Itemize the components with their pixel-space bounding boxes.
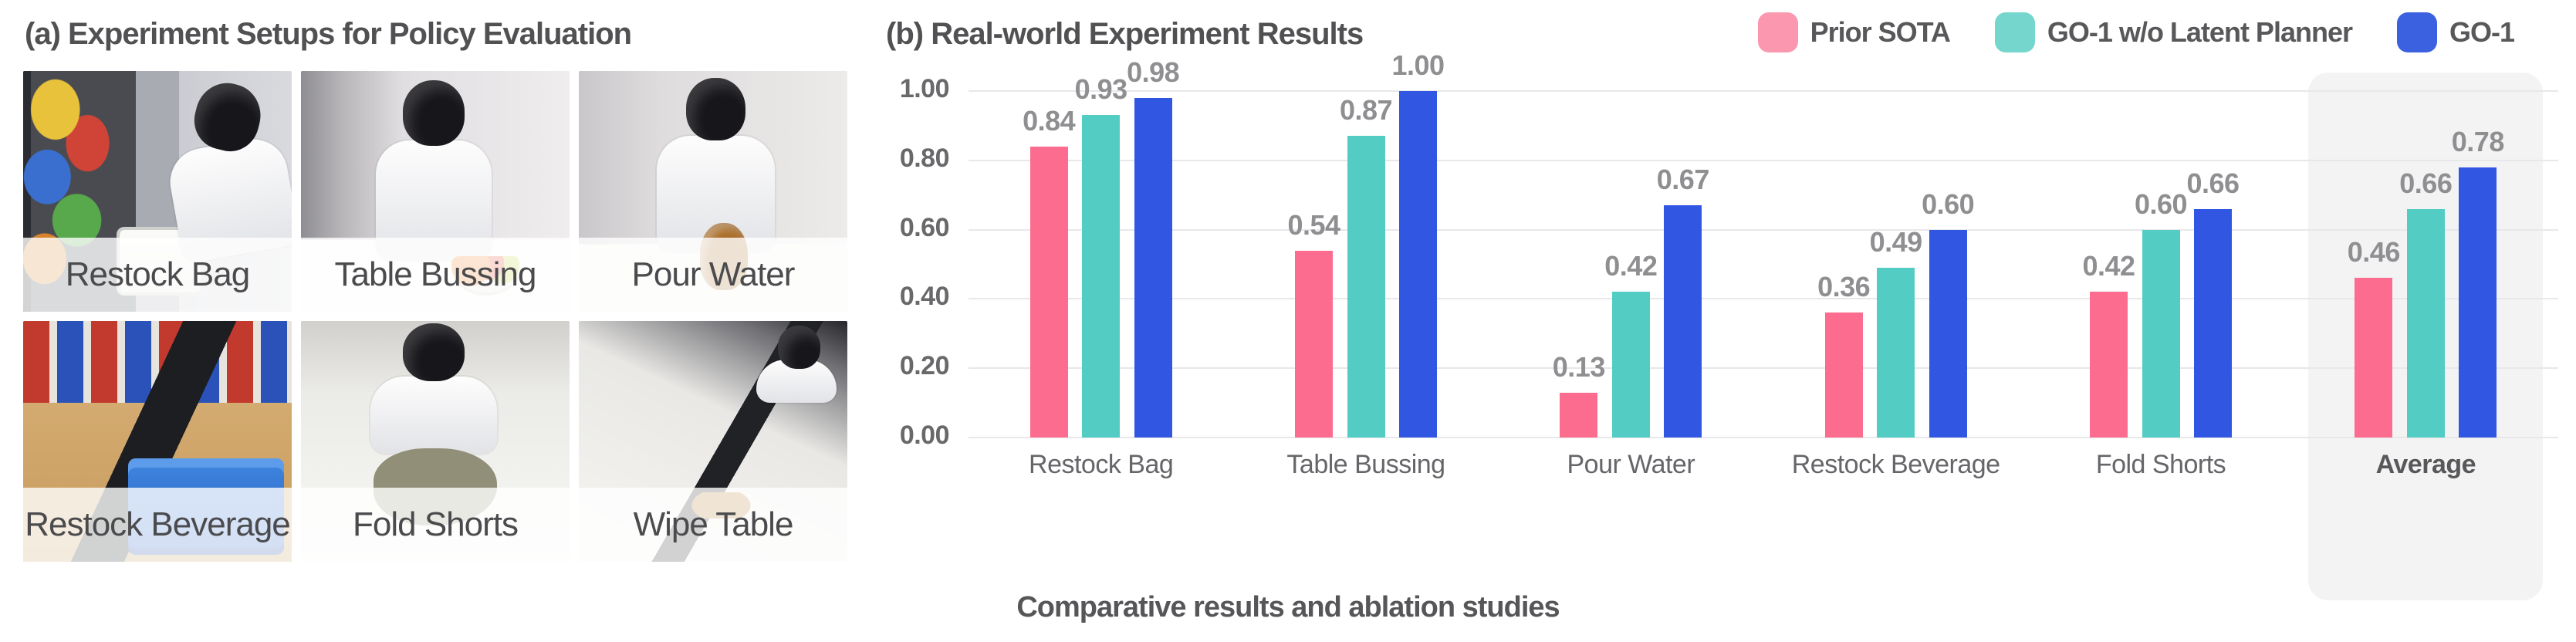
gridline <box>969 159 2558 161</box>
bar-value-label: 0.87 <box>1339 94 1393 127</box>
bar-go-1 <box>2459 167 2497 438</box>
bar-value-label: 0.54 <box>1287 208 1340 241</box>
bar-go-1 <box>2194 208 2232 438</box>
bar-go-1-w-o-latent-planner <box>2406 208 2445 438</box>
photo-label: Restock Beverage <box>23 488 292 562</box>
bar-value-label: 0.84 <box>1023 104 1076 137</box>
bar-go-1-w-o-latent-planner <box>1082 115 1121 438</box>
bar-go-1 <box>1929 229 1967 438</box>
x-category-label: Table Bussing <box>1286 450 1445 479</box>
legend-label: GO-1 <box>2449 16 2515 48</box>
bar-prior-sota <box>1824 313 1863 438</box>
photo-label: Wipe Table <box>579 488 847 562</box>
bar-value-label: 0.42 <box>1604 250 1658 282</box>
y-tick-label: 0.00 <box>899 421 950 450</box>
x-category-label: Average <box>2375 450 2476 479</box>
bar-prior-sota <box>1029 146 1068 438</box>
legend-swatch-go-1-w-o-latent-planner <box>1994 12 2035 52</box>
figure-caption: Comparative results and ablation studies <box>1016 591 1560 623</box>
legend-swatch-prior-sota <box>1757 12 1798 52</box>
photo-label: Table Bussing <box>301 238 570 312</box>
photo-fold-shorts: Fold Shorts <box>301 321 570 562</box>
x-category-label: Restock Beverage <box>1791 450 2000 479</box>
bar-value-label: 0.49 <box>1869 225 1923 258</box>
photo-restock-beverage: Restock Beverage <box>23 321 292 562</box>
bar-value-label: 0.66 <box>2186 167 2240 199</box>
bar-value-label: 0.78 <box>2451 125 2505 157</box>
x-category-label: Fold Shorts <box>2095 450 2226 479</box>
bar-chart: 0.00 0.20 0.40 0.60 0.80 1.00 0.84 0.93 0.98 Rest… <box>872 49 2576 610</box>
legend-item-prior-sota: Prior SOTA <box>1757 12 1951 52</box>
bar-value-label: 0.13 <box>1552 350 1606 383</box>
photo-grid: Restock Bag Table Bussing Pour Water Restoc… <box>23 71 847 562</box>
legend-label: Prior SOTA <box>1810 16 1951 48</box>
legend-swatch-go-1 <box>2396 12 2437 52</box>
bar-go-1-w-o-latent-planner <box>1347 136 1385 438</box>
bar-go-1-w-o-latent-planner <box>1611 292 1650 438</box>
bar-value-label: 0.93 <box>1074 73 1128 106</box>
gridline <box>969 228 2558 231</box>
bar-prior-sota <box>1295 250 1333 438</box>
y-tick-label: 1.00 <box>899 74 950 103</box>
bar-go-1 <box>1134 97 1172 438</box>
bar-value-label: 0.98 <box>1127 56 1180 88</box>
x-category-label: Pour Water <box>1567 450 1695 479</box>
bar-value-label: 0.67 <box>1656 164 1710 196</box>
y-tick-label: 0.80 <box>899 143 950 173</box>
chart-legend: Prior SOTA GO-1 w/o Latent Planner GO-1 <box>1757 12 2515 52</box>
legend-item-go-1-w-o-latent-planner: GO-1 w/o Latent Planner <box>1994 12 2353 52</box>
photo-wipe-table: Wipe Table <box>579 321 847 562</box>
bar-value-label: 0.36 <box>1817 271 1871 303</box>
bar-go-1-w-o-latent-planner <box>2142 229 2180 438</box>
gridline <box>969 437 2558 438</box>
bar-value-label: 0.46 <box>2347 236 2401 269</box>
photo-label: Pour Water <box>579 238 847 312</box>
gridline <box>969 298 2558 300</box>
bar-prior-sota <box>2090 292 2128 438</box>
photo-restock-bag: Restock Bag <box>23 71 292 312</box>
bar-value-label: 0.42 <box>2082 250 2135 282</box>
panel-a-title: (a) Experiment Setups for Policy Evaluat… <box>25 17 632 51</box>
photo-label: Fold Shorts <box>301 488 570 562</box>
bar-value-label: 0.66 <box>2399 167 2453 199</box>
x-category-label: Restock Bag <box>1029 450 1174 479</box>
bar-prior-sota <box>2355 278 2393 438</box>
bar-value-label: 0.60 <box>1922 188 1975 220</box>
gridline <box>969 90 2558 92</box>
legend-item-go-1: GO-1 <box>2396 12 2515 52</box>
bar-go-1 <box>1664 205 1702 438</box>
panel-b-title: (b) Real-world Experiment Results <box>886 17 1364 51</box>
bar-value-label: 1.00 <box>1391 49 1445 81</box>
photo-label: Restock Bag <box>23 238 292 312</box>
legend-label: GO-1 w/o Latent Planner <box>2047 16 2353 48</box>
y-tick-label: 0.20 <box>899 351 950 381</box>
y-tick-label: 0.40 <box>899 282 950 312</box>
photo-pour-water: Pour Water <box>579 71 847 312</box>
y-tick-label: 0.60 <box>899 212 950 242</box>
bar-value-label: 0.60 <box>2134 188 2188 220</box>
gridline <box>969 367 2558 370</box>
bar-prior-sota <box>1560 392 1598 438</box>
photo-table-bussing: Table Bussing <box>301 71 570 312</box>
bar-go-1 <box>1399 91 1437 438</box>
bar-go-1-w-o-latent-planner <box>1877 267 1915 438</box>
